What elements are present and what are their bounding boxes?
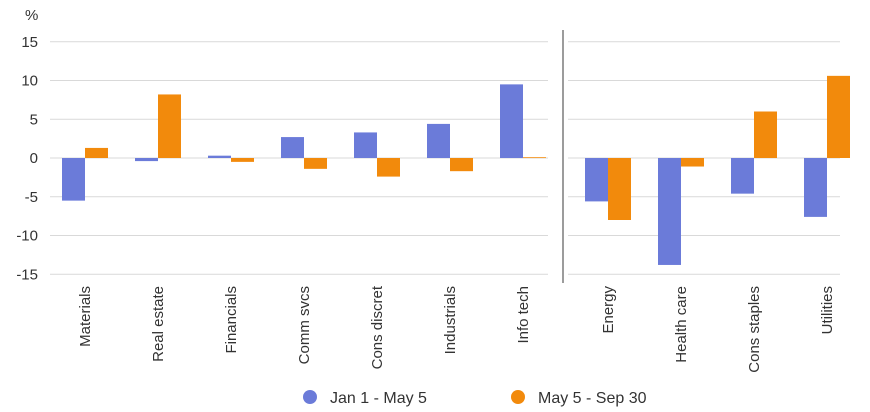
bar-series1-utilities <box>804 158 827 217</box>
y-tick-label: -10 <box>16 228 38 245</box>
bar-series1-cons-staples <box>731 158 754 194</box>
bar-series1-comm-svcs <box>281 137 304 158</box>
bar-series1-energy <box>585 158 608 202</box>
y-unit-label: % <box>25 7 38 24</box>
legend-label: May 5 - Sep 30 <box>538 390 647 407</box>
x-category-label: Real estate <box>150 286 167 362</box>
y-tick-label: -15 <box>16 266 38 283</box>
x-category-label: Industrials <box>442 286 459 354</box>
y-tick-label: -5 <box>25 189 38 206</box>
bar-series1-industrials <box>427 123 450 158</box>
bar-series2-materials <box>85 147 108 158</box>
legend: Jan 1 - May 5 May 5 - Sep 30 <box>303 390 647 407</box>
x-axis-labels: Materials Real estate Financials Comm svcs C… <box>77 285 836 373</box>
legend-label: Jan 1 - May 5 <box>330 390 427 407</box>
y-tick-label: 0 <box>30 150 38 167</box>
x-category-label: Health care <box>673 286 690 363</box>
bar-series2-cons-discret <box>377 158 400 177</box>
y-tick-label: 15 <box>21 34 38 51</box>
bar-series2-comm-svcs <box>304 158 327 169</box>
bar-series2-industrials <box>450 158 473 172</box>
y-tick-label: 5 <box>30 111 38 128</box>
y-tick-label: 10 <box>21 73 38 90</box>
bar-series2-energy <box>608 158 631 220</box>
x-category-label: Comm svcs <box>296 286 313 364</box>
bar-series1-info-tech <box>500 84 523 158</box>
x-category-label: Utilities <box>819 286 836 334</box>
bar-series1-materials <box>62 158 85 201</box>
legend-marker <box>511 390 525 404</box>
bar-series2-info-tech <box>523 157 546 159</box>
y-axis-ticks: 15 10 5 0 -5 -10 -15 <box>16 34 38 284</box>
x-category-label: Materials <box>77 286 94 347</box>
gridlines <box>50 41 840 275</box>
bar-series2-cons-staples <box>754 111 777 158</box>
bar-series1-real-estate <box>135 158 158 162</box>
bar-series1-health-care <box>658 158 681 265</box>
legend-marker <box>303 390 317 404</box>
bar-series1-cons-discret <box>354 132 377 158</box>
bars <box>62 75 850 265</box>
bar-series1-financials <box>208 155 231 158</box>
x-category-label: Energy <box>600 286 617 334</box>
x-category-label: Info tech <box>515 286 532 344</box>
x-category-label: Financials <box>223 286 240 354</box>
bar-series2-health-care <box>681 158 704 167</box>
x-category-label: Cons discret <box>369 285 386 369</box>
bar-series2-financials <box>231 158 254 162</box>
bar-series2-real-estate <box>158 94 181 158</box>
x-category-label: Cons staples <box>746 286 763 373</box>
bar-series2-utilities <box>827 75 850 158</box>
